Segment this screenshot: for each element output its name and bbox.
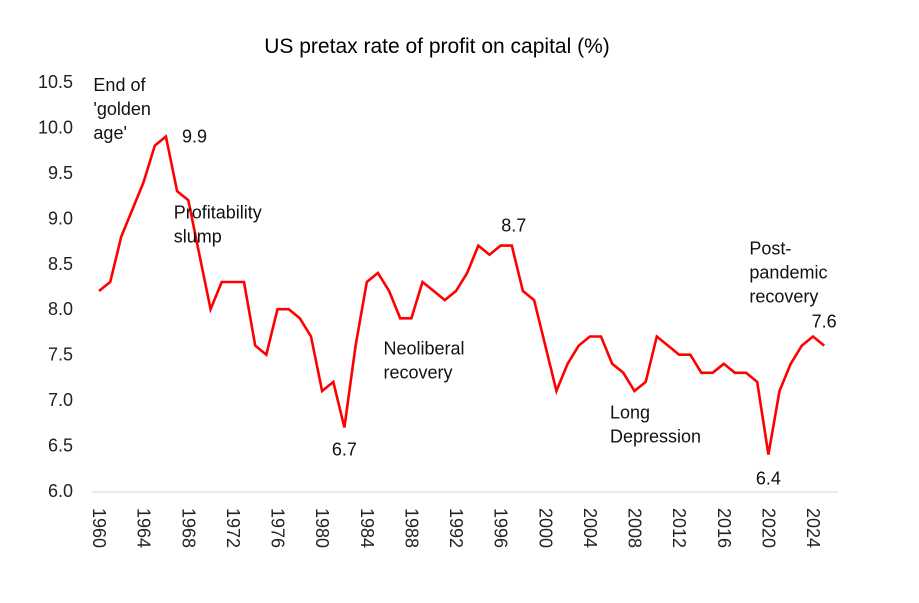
x-tick-label: 1960 bbox=[89, 508, 109, 548]
x-tick-label: 2020 bbox=[758, 508, 778, 548]
x-axis: 1960 1964 1968 1972 1976 1980 1984 1988 1992 1996… bbox=[89, 508, 823, 548]
y-tick-label: 10.0 bbox=[38, 117, 73, 137]
annotation: Long Depression bbox=[610, 402, 701, 446]
x-tick-label: 1996 bbox=[491, 508, 511, 548]
y-tick-label: 8.5 bbox=[48, 254, 73, 274]
x-tick-label: 2000 bbox=[535, 508, 555, 548]
x-tick-label: 2004 bbox=[580, 508, 600, 548]
data-label: 8.7 bbox=[501, 216, 526, 236]
annotations: End of'golden age' Profitability slump Neoli… bbox=[93, 75, 827, 446]
x-tick-label: 1984 bbox=[357, 508, 377, 548]
x-tick-label: 1964 bbox=[134, 508, 154, 548]
x-tick-label: 1972 bbox=[223, 508, 243, 548]
y-tick-label: 7.5 bbox=[48, 345, 73, 365]
annotation: Post-pandemic recovery bbox=[749, 239, 827, 307]
series-line bbox=[98, 134, 826, 455]
y-tick-label: 6.0 bbox=[48, 481, 73, 501]
x-tick-label: 1968 bbox=[178, 508, 198, 548]
annotation: Profitability slump bbox=[174, 202, 262, 246]
y-tick-label: 9.0 bbox=[48, 208, 73, 228]
x-tick-label: 1988 bbox=[401, 508, 421, 548]
chart-title: US pretax rate of profit on capital (%) bbox=[264, 35, 610, 58]
y-tick-label: 8.0 bbox=[48, 299, 73, 319]
x-tick-label: 1992 bbox=[446, 508, 466, 548]
data-label: 6.7 bbox=[332, 439, 357, 459]
data-label: 7.6 bbox=[812, 312, 837, 332]
y-tick-label: 7.0 bbox=[48, 390, 73, 410]
x-tick-label: 1976 bbox=[268, 508, 288, 548]
x-tick-label: 2012 bbox=[669, 508, 689, 548]
data-labels: 9.9 6.7 8.7 6.4 7.6 bbox=[182, 127, 837, 489]
annotation: Neoliberal recovery bbox=[383, 339, 464, 383]
y-tick-label: 10.5 bbox=[38, 72, 73, 92]
x-tick-label: 2016 bbox=[714, 508, 734, 548]
y-axis: 6.0 6.5 7.0 7.5 8.0 8.5 9.0 9.5 10.0 10.5 bbox=[38, 72, 73, 501]
data-label: 6.4 bbox=[756, 469, 781, 489]
data-label: 9.9 bbox=[182, 127, 207, 147]
x-tick-label: 2024 bbox=[803, 508, 823, 548]
x-tick-label: 1980 bbox=[312, 508, 332, 548]
y-tick-label: 9.5 bbox=[48, 163, 73, 183]
x-tick-label: 2008 bbox=[625, 508, 645, 548]
annotation: End of'golden age' bbox=[93, 75, 151, 143]
y-tick-label: 6.5 bbox=[48, 436, 73, 456]
series-group bbox=[98, 134, 826, 455]
